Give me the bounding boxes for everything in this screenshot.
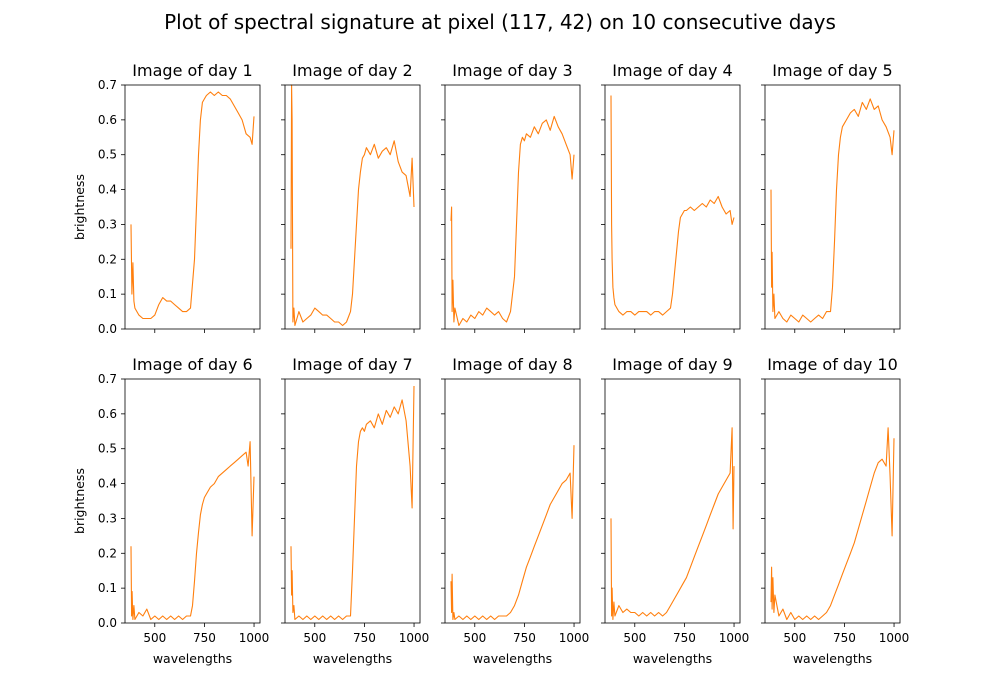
plot-frame [124, 378, 261, 624]
y-tick-label: 0.5 [98, 442, 117, 456]
y-tick-label: 0.3 [98, 217, 117, 231]
y-tick-label: 0.4 [98, 477, 117, 491]
spectral-line-series [450, 445, 575, 621]
x-tick-label: 750 [673, 631, 696, 645]
subplot-day-7: Image of day 7 500 750 1000 wavelengths [281, 355, 429, 666]
y-tick-label: 0.7 [98, 372, 117, 386]
x-tick-label: 1000 [559, 631, 590, 645]
y-tick-label: 0.6 [98, 407, 117, 421]
subplot-title: Image of day 5 [772, 61, 892, 80]
spectral-line-series [450, 115, 575, 327]
y-tick-label: 0.7 [98, 78, 117, 92]
spectral-line-series [610, 95, 735, 316]
x-tick-label: 500 [623, 631, 646, 645]
subplot-title: Image of day 10 [767, 355, 898, 374]
subplot-day-2: Image of day 2 [281, 61, 421, 333]
x-axis-label: wavelengths [153, 651, 232, 666]
y-tick-label: 0.4 [98, 183, 117, 197]
y-axis-label: brightness [72, 174, 87, 240]
subplot-title: Image of day 8 [452, 355, 572, 374]
x-tick-label: 750 [513, 631, 536, 645]
subplot-day-8: Image of day 8 500 750 1000 wavelengths [441, 355, 589, 666]
subplot-title: Image of day 9 [612, 355, 732, 374]
spectral-line-series [130, 441, 255, 621]
plot-frame [764, 378, 901, 624]
y-tick-label: 0.6 [98, 113, 117, 127]
plot-frame [284, 84, 421, 330]
y-tick-label: 0.5 [98, 148, 117, 162]
y-tick-label: 0.2 [98, 252, 117, 266]
x-tick-label: 1000 [399, 631, 430, 645]
subplot-day-5: Image of day 5 [761, 61, 901, 333]
subplot-day-10: Image of day 10 500 750 1000 wavelengths [761, 355, 909, 666]
subplot-day-6: Image of day 6 0.0 0.1 0.2 0.3 0.4 0.5 0.6 0.7 50… [72, 355, 269, 666]
y-axis-label: brightness [72, 468, 87, 534]
plot-frame [604, 378, 741, 624]
x-tick-label: 1000 [719, 631, 750, 645]
x-tick-label: 500 [783, 631, 806, 645]
plot-frame [284, 378, 421, 624]
x-axis-label: wavelengths [473, 651, 552, 666]
x-tick-label: 1000 [239, 631, 270, 645]
subplot-grid: Image of day 1 0.0 0.1 0.2 0.3 0.4 0.5 0.6 0.7 br… [72, 61, 909, 666]
x-tick-label: 500 [463, 631, 486, 645]
x-tick-label: 500 [143, 631, 166, 645]
plot-frame [444, 378, 581, 624]
plot-frame [764, 84, 901, 330]
subplot-day-1: Image of day 1 0.0 0.1 0.2 0.3 0.4 0.5 0.6 0.7 br… [72, 61, 261, 336]
subplot-title: Image of day 1 [132, 61, 252, 80]
x-tick-label: 500 [303, 631, 326, 645]
spectral-line-series [290, 385, 415, 621]
x-tick-label: 750 [193, 631, 216, 645]
spectral-line-series [770, 98, 895, 323]
spectral-line-series [770, 427, 895, 621]
subplot-title: Image of day 6 [132, 355, 252, 374]
subplot-day-3: Image of day 3 [441, 61, 581, 333]
y-tick-label: 0.1 [98, 581, 117, 595]
x-tick-label: 750 [353, 631, 376, 645]
spectral-line-series [130, 91, 255, 320]
x-tick-label: 750 [833, 631, 856, 645]
y-tick-label: 0.2 [98, 546, 117, 560]
spectral-line-series [290, 84, 415, 327]
subplot-day-9: Image of day 9 500 750 1000 wavelengths [601, 355, 749, 666]
plot-frame [444, 84, 581, 330]
y-tick-label: 0.1 [98, 287, 117, 301]
spectral-line-series [610, 427, 735, 621]
plot-frame [604, 84, 741, 330]
y-tick-label: 0.3 [98, 511, 117, 525]
y-tick-label: 0.0 [98, 616, 117, 630]
y-tick-label: 0.0 [98, 322, 117, 336]
x-tick-label: 1000 [879, 631, 910, 645]
figure-title: Plot of spectral signature at pixel (117… [164, 10, 836, 34]
subplot-title: Image of day 7 [292, 355, 412, 374]
subplot-day-4: Image of day 4 [601, 61, 741, 333]
plot-frame [124, 84, 261, 330]
subplot-title: Image of day 2 [292, 61, 412, 80]
subplot-title: Image of day 3 [452, 61, 572, 80]
x-axis-label: wavelengths [633, 651, 712, 666]
subplot-title: Image of day 4 [612, 61, 732, 80]
x-axis-label: wavelengths [793, 651, 872, 666]
x-axis-label: wavelengths [313, 651, 392, 666]
